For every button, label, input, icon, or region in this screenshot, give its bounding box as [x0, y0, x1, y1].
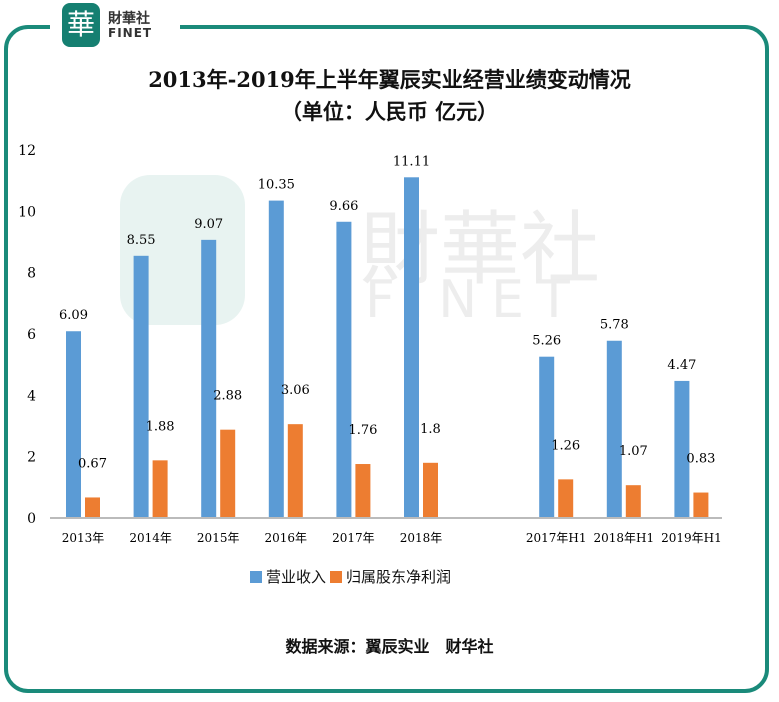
x-tick-label: 2013年 — [62, 531, 105, 545]
bar-revenue — [404, 177, 419, 518]
logo-text-cn: 財華社 — [108, 11, 150, 27]
chart-subtitle: （单位：人民币 亿元） — [280, 99, 499, 124]
bar-revenue — [201, 239, 217, 518]
x-tick-label: 2016年 — [265, 531, 308, 545]
y-tick-label: 12 — [18, 143, 36, 159]
data-label: 3.06 — [281, 383, 310, 398]
data-label: 2.88 — [213, 389, 242, 404]
bar-revenue — [336, 221, 352, 518]
data-label: 0.83 — [686, 452, 715, 467]
data-label: 11.11 — [393, 154, 430, 169]
bar-profit — [423, 462, 438, 518]
data-label: 9.66 — [329, 199, 358, 214]
data-label: 1.76 — [348, 423, 377, 438]
source-note: 数据来源：翼辰实业 财华社 — [285, 637, 494, 656]
data-label: 0.67 — [78, 456, 107, 471]
bar-profit — [625, 485, 641, 518]
bar-revenue — [674, 380, 690, 518]
bar-profit — [355, 464, 371, 518]
bar-profit — [220, 429, 236, 518]
bar-profit — [558, 479, 574, 518]
bar-profit — [85, 497, 100, 518]
data-label: 4.47 — [667, 358, 696, 373]
bar-revenue — [268, 200, 284, 518]
chart-title: 2013年-2019年上半年翼辰实业经营业绩变动情况 — [148, 67, 631, 92]
x-tick-label: 2015年 — [197, 531, 240, 545]
legend-swatch-revenue — [250, 570, 262, 583]
bar-profit — [152, 460, 168, 518]
bar-revenue — [66, 331, 81, 518]
legend-label-profit: 归属股东净利润 — [346, 568, 452, 586]
bar-profit — [693, 492, 709, 518]
data-label: 8.55 — [127, 233, 156, 248]
x-tick-label: 2014年 — [129, 531, 172, 545]
x-tick-label: 2019年H1 — [661, 531, 722, 545]
data-label: 1.8 — [420, 422, 441, 437]
y-tick-label: 6 — [27, 327, 36, 343]
data-label: 10.35 — [258, 178, 295, 193]
y-tick-label: 4 — [27, 388, 36, 404]
legend: 营业收入 归属股东净利润 — [250, 566, 451, 587]
data-label: 1.88 — [146, 419, 175, 434]
x-tick-label: 2017年H1 — [526, 531, 587, 545]
logo-mark: 華 — [62, 3, 100, 47]
legend-swatch-profit — [330, 570, 343, 583]
frame — [4, 25, 769, 693]
x-tick-label: 2018年 — [400, 531, 443, 545]
data-label: 5.26 — [532, 334, 561, 349]
y-tick-label: 10 — [18, 204, 36, 220]
bar-revenue — [539, 356, 555, 518]
data-label: 1.26 — [551, 438, 580, 453]
data-label: 9.07 — [194, 217, 223, 232]
legend-label-revenue: 营业收入 — [266, 568, 327, 586]
bar-chart: 0 2 4 6 8 10 12 2013年 6.09 0.67 2014年 8.55 1.88 2015年… — [18, 143, 722, 545]
logo-text-en: FINET — [108, 26, 153, 40]
y-tick-label: 0 — [27, 511, 36, 527]
data-label: 1.07 — [619, 444, 648, 459]
y-tick-label: 8 — [27, 266, 36, 282]
y-tick-label: 2 — [27, 450, 36, 466]
bar-revenue — [133, 255, 149, 519]
x-tick-label: 2018年H1 — [593, 531, 654, 545]
x-tick-label: 2017年 — [332, 531, 375, 545]
bar-profit — [287, 424, 303, 518]
data-label: 6.09 — [59, 308, 88, 323]
bar-revenue — [606, 340, 622, 518]
data-label: 5.78 — [600, 318, 629, 333]
